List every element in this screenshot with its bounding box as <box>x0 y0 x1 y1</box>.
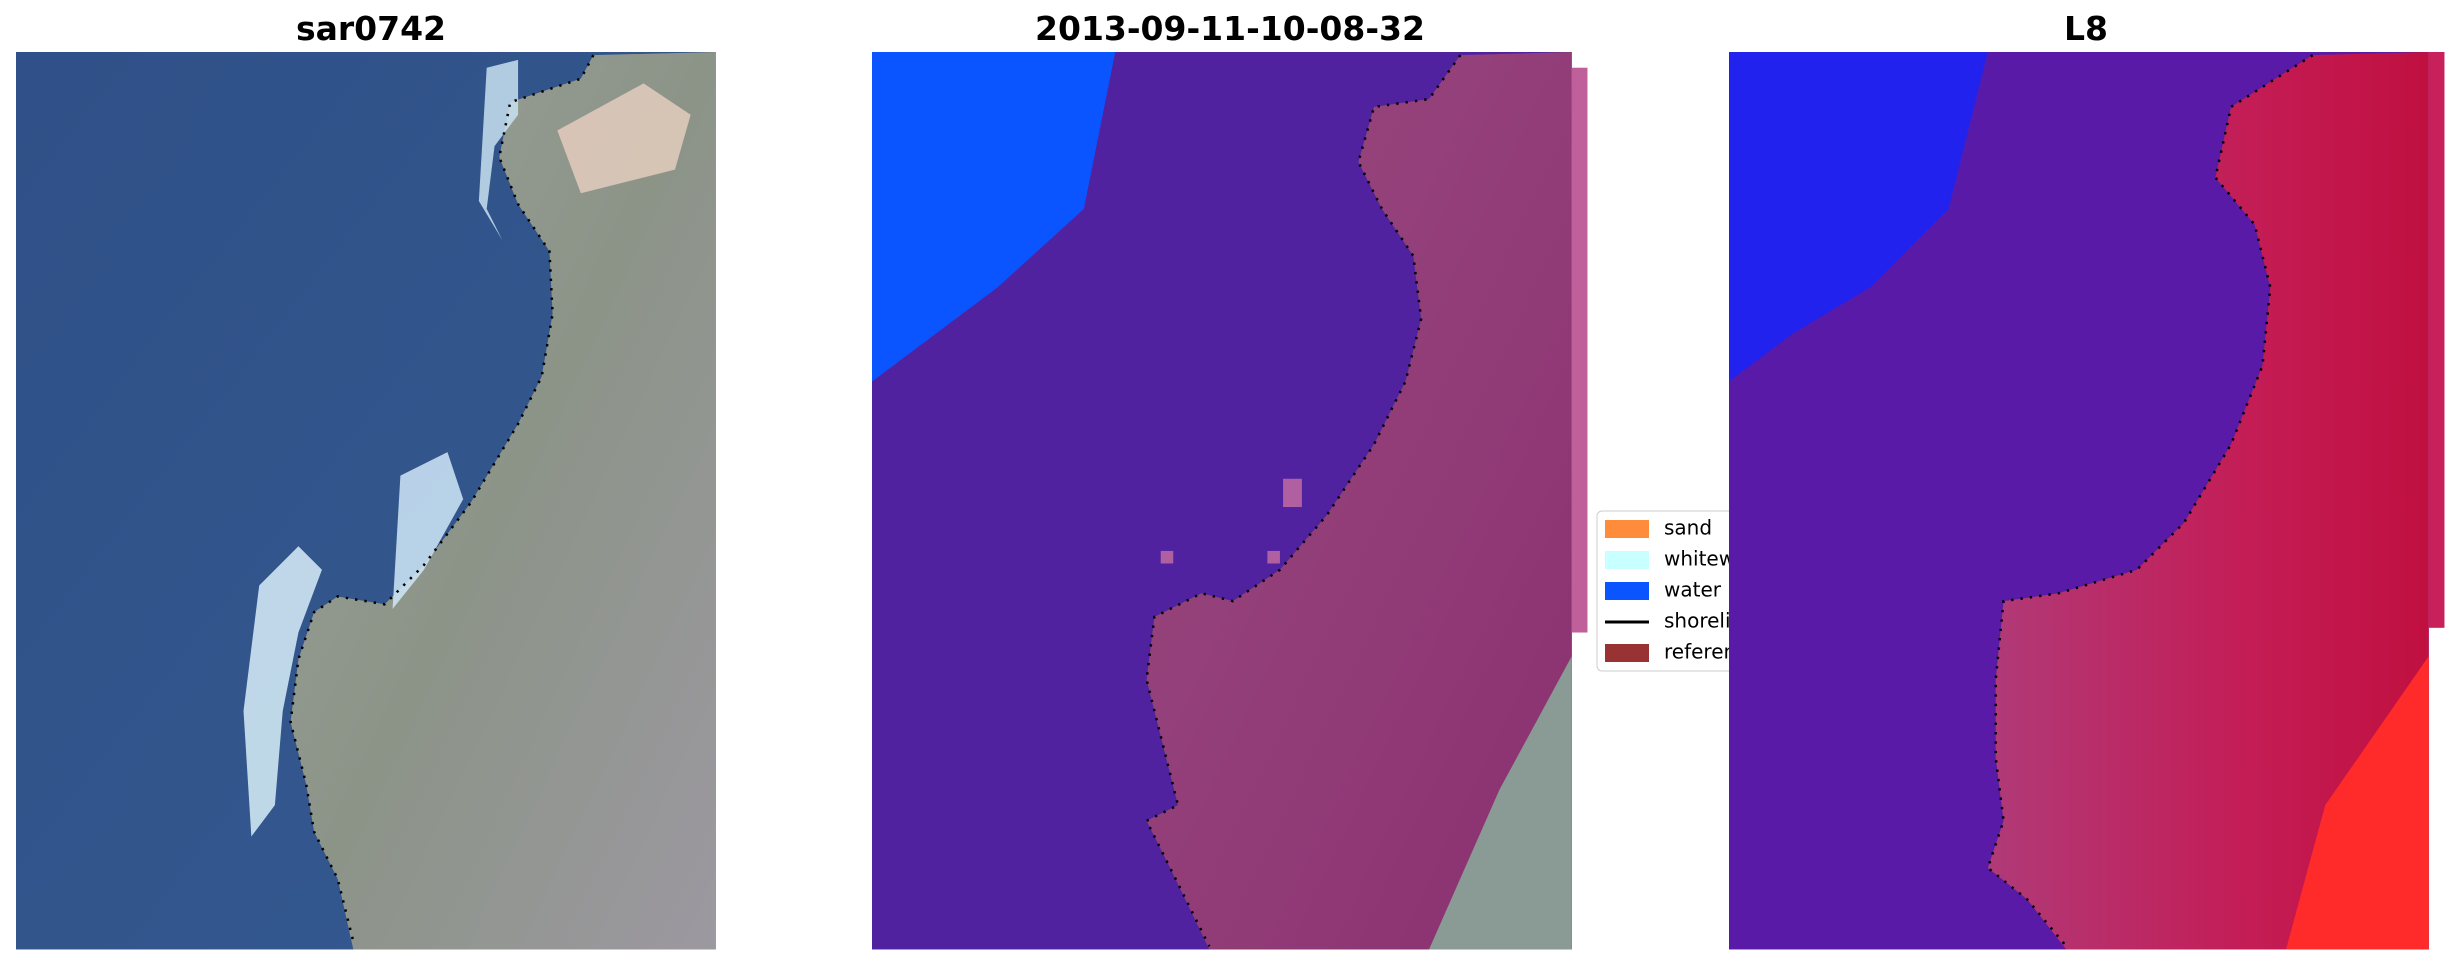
panel-title: L8 <box>2064 9 2108 48</box>
legend-label: water <box>1664 578 1722 602</box>
panel-landsat <box>1729 52 2445 950</box>
legend-swatch <box>1605 520 1649 538</box>
legend-swatch <box>1605 582 1649 600</box>
panel-classified <box>872 52 1588 950</box>
panel-title: 2013-09-11-10-08-32 <box>1035 9 1425 48</box>
panel-title: sar0742 <box>296 9 446 48</box>
legend-label: sand <box>1664 516 1712 540</box>
legend-swatch <box>1605 551 1649 569</box>
legend-swatch <box>1605 644 1649 662</box>
panel-rgb <box>16 52 716 950</box>
